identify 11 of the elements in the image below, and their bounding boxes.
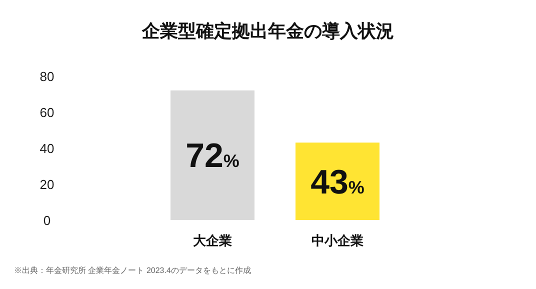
y-tick-label: 20	[40, 177, 54, 192]
data-label: 72%	[186, 137, 240, 176]
y-tick-label: 60	[40, 105, 54, 120]
y-tick-label: 40	[40, 141, 54, 156]
x-tick-label: 中小企業	[312, 233, 364, 248]
data-label: 43%	[310, 163, 364, 202]
chart-title: 企業型確定拠出年金の導入状況	[141, 21, 394, 41]
text: ※出典：年金研究所 企業年金ノート 2023.4のデータをもとに作成	[14, 266, 251, 275]
y-tick-label: 0	[43, 213, 51, 228]
x-tick-label: 大企業	[193, 233, 232, 248]
y-tick-label: 80	[40, 69, 54, 84]
